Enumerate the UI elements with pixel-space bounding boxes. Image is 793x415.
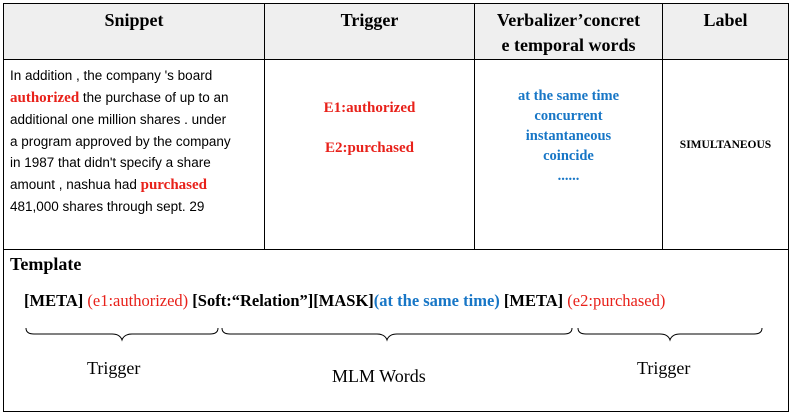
meta-token-1: [META]: [24, 291, 84, 310]
verbalizer-list: at the same time concurrent instantaneou…: [475, 86, 662, 186]
template-line: [META] (e1:authorized) [Soft:“Relation”]…: [24, 291, 665, 311]
header-verbalizer: Verbalizer’concret e temporal words: [475, 4, 663, 60]
trigger-word-purchased: purchased: [140, 176, 208, 193]
mask-word-token: (at the same time): [373, 291, 500, 310]
snippet-text: In addition , the company 's board autho…: [10, 68, 231, 214]
trigger-word-authorized: authorized: [10, 89, 80, 106]
verbalizer-ellipsis: ......: [557, 168, 580, 184]
verbalizer-word: instantaneous: [525, 128, 612, 144]
brace-left: [25, 327, 219, 342]
soft-token: [Soft:“Relation”]: [192, 291, 314, 310]
verbalizer-word: concurrent: [534, 108, 603, 124]
brace-label-trigger-left: Trigger: [87, 358, 141, 378]
header-snippet: Snippet: [4, 4, 265, 60]
figure: Snippet Trigger Verbalizer’concret e tem…: [3, 3, 789, 412]
brace-right: [577, 327, 763, 342]
underbraces: [25, 327, 763, 342]
meta-token-2: [META]: [503, 291, 564, 310]
mask-token: [MASK]: [313, 291, 374, 310]
verbalizer-word: at the same time: [517, 88, 620, 104]
header-trigger: Trigger: [265, 4, 475, 60]
trigger-e1: E1:authorized: [323, 100, 416, 116]
trigger-cell: E1:authorized E2:purchased: [265, 60, 475, 250]
verbalizer-cell: at the same time concurrent instantaneou…: [475, 60, 663, 250]
header-label: Label: [663, 4, 788, 60]
label-value: SIMULTANEOUS: [679, 139, 772, 151]
event1-token: (e1:authorized): [87, 291, 189, 310]
snippet-cell: In addition , the company 's board autho…: [4, 60, 265, 250]
verbalizer-word: coincide: [543, 148, 594, 164]
brace-label-mlm-words: MLM Words: [332, 366, 426, 386]
label-cell: SIMULTANEOUS: [663, 60, 788, 250]
brace-label-trigger-right: Trigger: [637, 358, 691, 378]
event2-token: (e2:purchased): [567, 291, 666, 310]
template-title: Template: [10, 254, 82, 274]
brace-middle: [221, 327, 573, 342]
trigger-e2: E2:purchased: [325, 140, 414, 156]
